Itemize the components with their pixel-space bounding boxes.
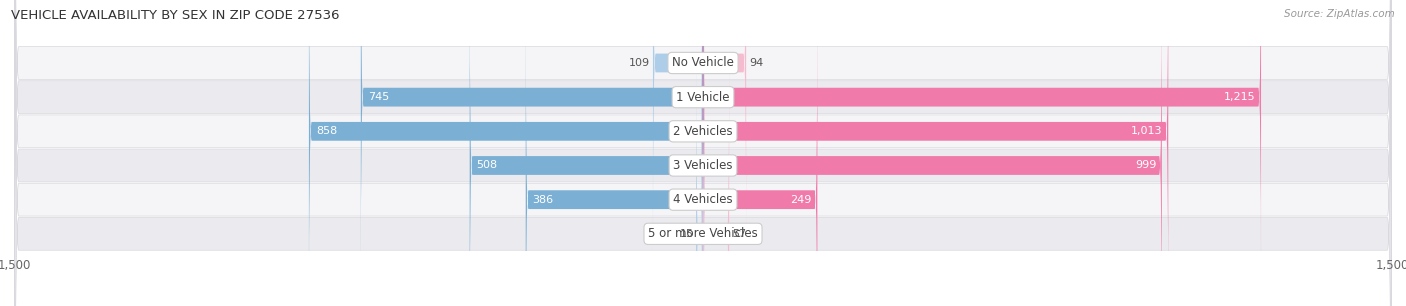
FancyBboxPatch shape: [652, 0, 703, 259]
FancyBboxPatch shape: [361, 0, 703, 293]
Text: 2 Vehicles: 2 Vehicles: [673, 125, 733, 138]
FancyBboxPatch shape: [15, 0, 1391, 306]
Text: 249: 249: [790, 195, 811, 205]
Text: 386: 386: [533, 195, 554, 205]
Text: 4 Vehicles: 4 Vehicles: [673, 193, 733, 206]
Text: 94: 94: [749, 58, 763, 68]
Text: 999: 999: [1135, 160, 1156, 170]
Text: Source: ZipAtlas.com: Source: ZipAtlas.com: [1284, 9, 1395, 19]
FancyBboxPatch shape: [470, 0, 703, 306]
Text: 745: 745: [368, 92, 389, 102]
FancyBboxPatch shape: [696, 38, 703, 306]
FancyBboxPatch shape: [15, 0, 1391, 306]
FancyBboxPatch shape: [309, 0, 703, 306]
FancyBboxPatch shape: [15, 0, 1391, 306]
Text: No Vehicle: No Vehicle: [672, 57, 734, 69]
FancyBboxPatch shape: [703, 0, 1261, 293]
Text: 1,215: 1,215: [1223, 92, 1256, 102]
FancyBboxPatch shape: [703, 0, 747, 259]
Text: 109: 109: [628, 58, 650, 68]
FancyBboxPatch shape: [703, 0, 1168, 306]
Text: VEHICLE AVAILABILITY BY SEX IN ZIP CODE 27536: VEHICLE AVAILABILITY BY SEX IN ZIP CODE …: [11, 9, 340, 22]
FancyBboxPatch shape: [703, 0, 1161, 306]
Text: 858: 858: [316, 126, 337, 136]
FancyBboxPatch shape: [526, 4, 703, 306]
Text: 5 or more Vehicles: 5 or more Vehicles: [648, 227, 758, 240]
Text: 15: 15: [679, 229, 693, 239]
FancyBboxPatch shape: [703, 4, 817, 306]
FancyBboxPatch shape: [15, 0, 1391, 306]
Text: 3 Vehicles: 3 Vehicles: [673, 159, 733, 172]
FancyBboxPatch shape: [15, 0, 1391, 306]
FancyBboxPatch shape: [15, 0, 1391, 306]
Text: 57: 57: [733, 229, 747, 239]
Text: 1 Vehicle: 1 Vehicle: [676, 91, 730, 104]
Text: 1,013: 1,013: [1132, 126, 1163, 136]
FancyBboxPatch shape: [703, 38, 730, 306]
Text: 508: 508: [477, 160, 498, 170]
